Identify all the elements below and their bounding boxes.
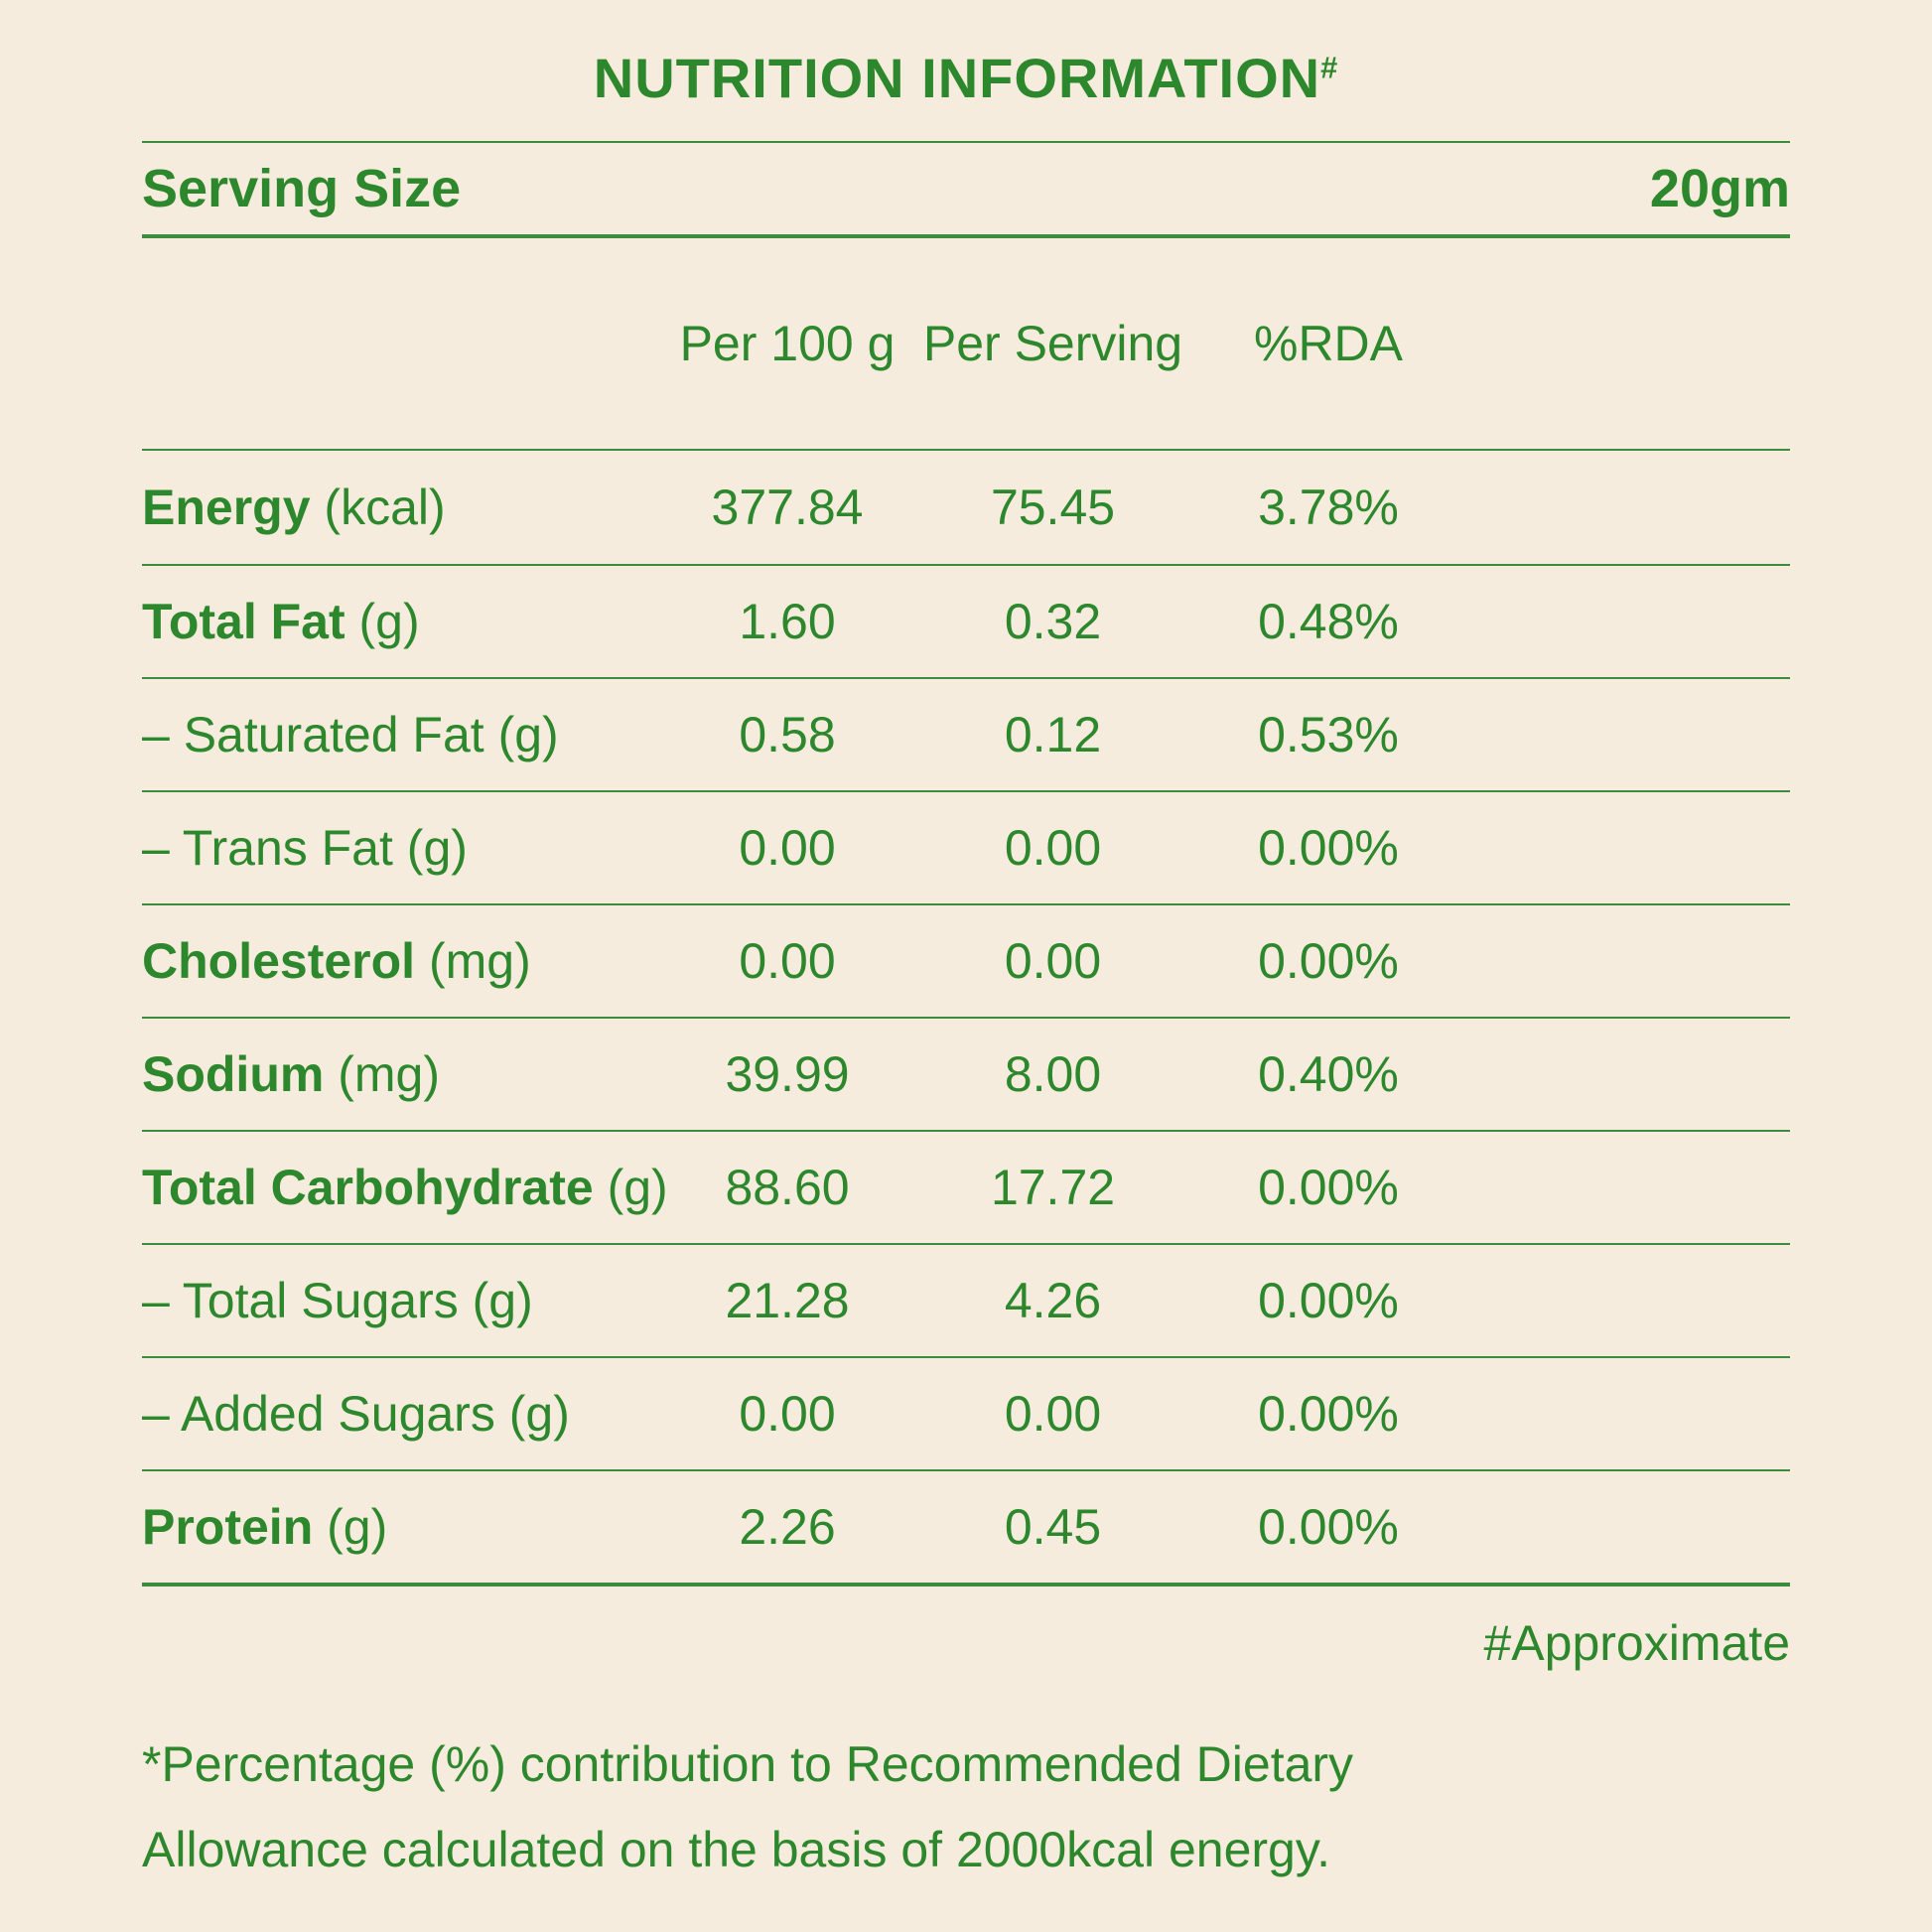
- value-per-100g: 2.26: [739, 1498, 836, 1555]
- value-per-serving: 0.32: [1004, 593, 1102, 649]
- column-header-per-serving: Per Serving: [922, 315, 1183, 371]
- table-row: Cholesterol (mg) 0.00 0.00 0.00%: [142, 902, 1790, 1017]
- table-row: – Added Sugars (g) 0.00 0.00 0.00%: [142, 1355, 1790, 1469]
- value-per-serving: 0.00: [1004, 932, 1102, 989]
- nutrient-name: Total Fat: [142, 593, 345, 649]
- approximate-note: #Approximate: [1483, 1614, 1791, 1671]
- table-row: Energy (kcal) 377.84 75.45 3.78%: [142, 451, 1790, 564]
- serving-size-label: Serving Size: [142, 158, 462, 218]
- value-per-100g: 88.60: [725, 1159, 850, 1215]
- nutrient-name: – Saturated Fat: [142, 706, 484, 762]
- table-row: Protein (g) 2.26 0.45 0.00%: [142, 1468, 1790, 1583]
- nutrient-label: Cholesterol (mg): [142, 932, 658, 990]
- column-header-per-100g: Per 100 g: [679, 315, 896, 371]
- nutrient-label: Sodium (mg): [142, 1045, 658, 1103]
- nutrient-label: Total Fat (g): [142, 593, 658, 650]
- column-header-row: Per 100 g Per Serving %RDA: [142, 238, 1790, 449]
- value-rda-percent: 0.00%: [1258, 1272, 1399, 1328]
- value-per-100g: 1.60: [739, 593, 836, 649]
- nutrient-unit: (kcal): [324, 479, 446, 535]
- nutrient-label: – Trans Fat (g): [142, 819, 658, 877]
- value-per-serving: 0.12: [1004, 706, 1102, 762]
- page-title: NUTRITION INFORMATION#: [142, 48, 1790, 109]
- value-per-serving: 8.00: [1004, 1045, 1102, 1102]
- value-per-100g: 39.99: [725, 1045, 850, 1102]
- value-rda-percent: 0.48%: [1258, 593, 1399, 649]
- value-rda-percent: 0.00%: [1258, 1498, 1399, 1555]
- nutrient-name: Protein: [142, 1498, 314, 1555]
- nutrient-label: Energy (kcal): [142, 479, 658, 536]
- nutrient-name: – Trans Fat: [142, 819, 393, 876]
- nutrient-unit: (g): [358, 593, 420, 649]
- table-row: – Trans Fat (g) 0.00 0.00 0.00%: [142, 789, 1790, 903]
- table-row: Total Carbohydrate (g) 88.60 17.72 0.00%: [142, 1129, 1790, 1243]
- value-rda-percent: 0.00%: [1258, 1385, 1399, 1442]
- value-per-serving: 4.26: [1004, 1272, 1102, 1328]
- table-row: – Saturated Fat (g) 0.58 0.12 0.53%: [142, 676, 1790, 790]
- nutrient-name: Cholesterol: [142, 932, 416, 989]
- nutrient-label: Protein (g): [142, 1498, 658, 1556]
- nutrient-unit: (g): [607, 1159, 668, 1215]
- nutrient-unit: (g): [327, 1498, 388, 1555]
- value-rda-percent: 3.78%: [1258, 479, 1399, 535]
- nutrient-unit: (g): [406, 819, 468, 876]
- value-per-serving: 0.00: [1004, 1385, 1102, 1442]
- nutrient-label: – Saturated Fat (g): [142, 706, 658, 763]
- value-per-100g: 0.00: [739, 932, 836, 989]
- serving-size-row: Serving Size 20gm: [142, 143, 1790, 234]
- table-row: Total Fat (g) 1.60 0.32 0.48%: [142, 563, 1790, 677]
- table-body: Energy (kcal) 377.84 75.45 3.78% Total F…: [142, 451, 1790, 1583]
- nutrient-unit: (g): [508, 1385, 570, 1442]
- nutrient-name: Sodium: [142, 1045, 325, 1102]
- value-per-100g: 0.00: [739, 819, 836, 876]
- value-rda-percent: 0.53%: [1258, 706, 1399, 762]
- nutrient-name: – Added Sugars: [142, 1385, 495, 1442]
- nutrient-name: Energy: [142, 479, 311, 535]
- value-rda-percent: 0.00%: [1258, 932, 1399, 989]
- nutrient-label: Total Carbohydrate (g): [142, 1159, 668, 1216]
- value-per-serving: 75.45: [990, 479, 1116, 535]
- nutrient-unit: (mg): [338, 1045, 440, 1102]
- value-per-serving: 17.72: [990, 1159, 1116, 1215]
- title-text: NUTRITION INFORMATION: [593, 47, 1321, 109]
- serving-size-value: 20gm: [1649, 158, 1790, 218]
- divider-under-serving: [142, 233, 1790, 238]
- nutrient-unit: (g): [472, 1272, 533, 1328]
- nutrient-label: – Total Sugars (g): [142, 1272, 658, 1329]
- title-superscript: #: [1320, 50, 1339, 85]
- rda-footnote: *Percentage (%) contribution to Recommen…: [142, 1735, 1354, 1877]
- divider-table-bottom: [142, 1582, 1790, 1587]
- nutrient-unit: (g): [497, 706, 559, 762]
- nutrient-label: – Added Sugars (g): [142, 1385, 658, 1443]
- divider-under-headers: [142, 448, 1790, 451]
- value-rda-percent: 0.00%: [1258, 819, 1399, 876]
- value-per-100g: 21.28: [725, 1272, 850, 1328]
- divider-under-title: [142, 140, 1790, 143]
- value-rda-percent: 0.00%: [1258, 1159, 1399, 1215]
- value-per-100g: 0.00: [739, 1385, 836, 1442]
- value-per-serving: 0.00: [1004, 819, 1102, 876]
- value-per-100g: 377.84: [711, 479, 864, 535]
- table-row: Sodium (mg) 39.99 8.00 0.40%: [142, 1016, 1790, 1130]
- table-row: – Total Sugars (g) 21.28 4.26 0.00%: [142, 1242, 1790, 1356]
- value-per-serving: 0.45: [1004, 1498, 1102, 1555]
- nutrient-unit: (mg): [428, 932, 531, 989]
- column-header-rda: %RDA: [1253, 315, 1404, 371]
- nutrient-name: Total Carbohydrate: [142, 1159, 594, 1215]
- nutrient-name: – Total Sugars: [142, 1272, 459, 1328]
- value-rda-percent: 0.40%: [1258, 1045, 1399, 1102]
- value-per-100g: 0.58: [739, 706, 836, 762]
